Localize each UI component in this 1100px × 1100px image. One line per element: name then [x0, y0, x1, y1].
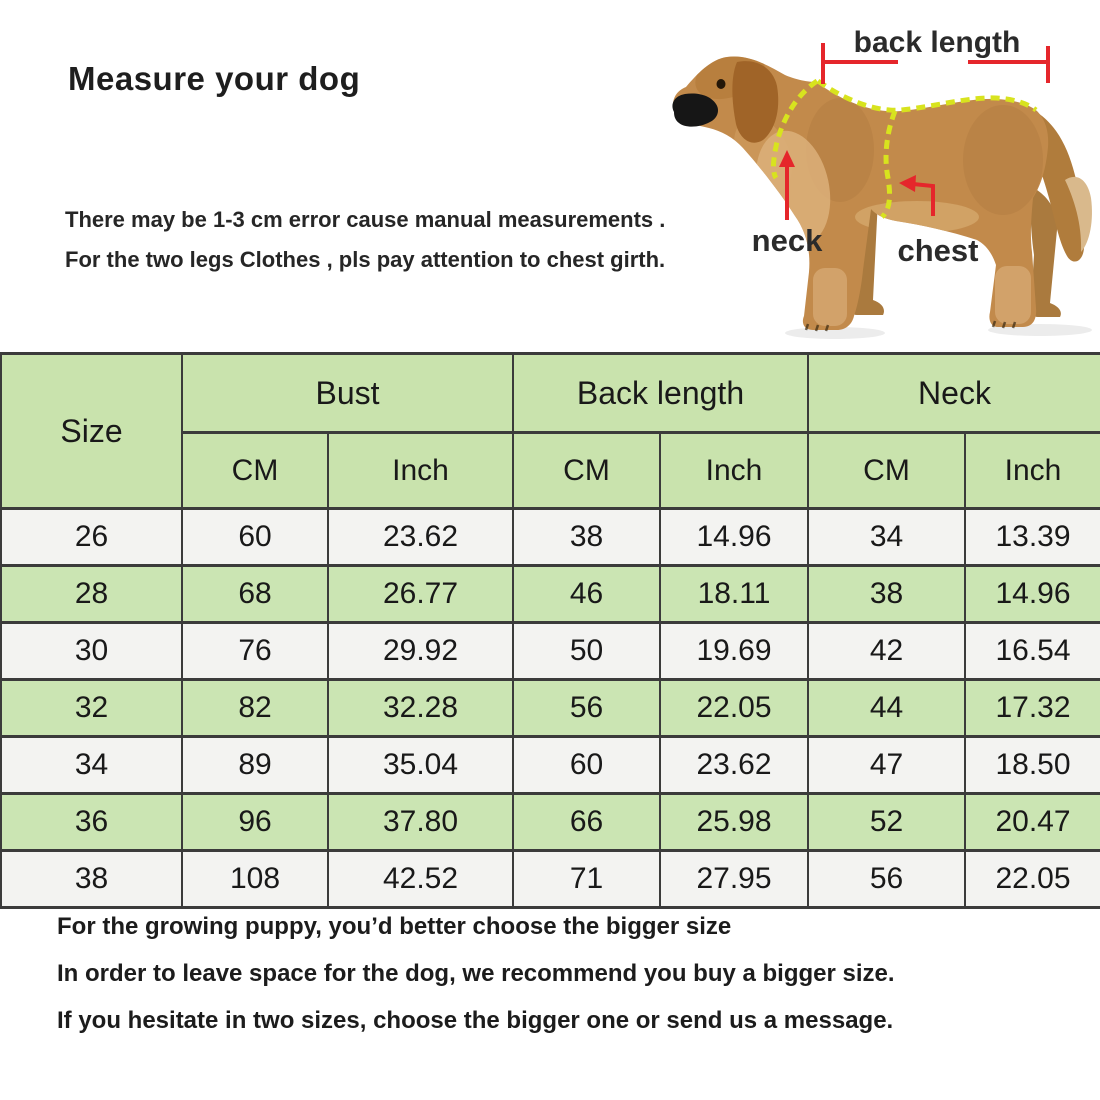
size-column-header: Size [0, 352, 183, 510]
measurement-cell: 96 [181, 792, 329, 852]
measurement-cell: 76 [181, 621, 329, 681]
dog-eye [716, 79, 726, 89]
dog-far-hind-leg [1030, 190, 1061, 317]
unit-header-inch: Inch [659, 431, 809, 510]
measurement-cell: 56 [807, 849, 966, 909]
size-cell: 38 [0, 849, 183, 909]
measurement-cell: 71 [512, 849, 661, 909]
chest-label: chest [898, 233, 979, 268]
measurement-cell: 23.62 [659, 735, 809, 795]
measurement-cell: 52 [807, 792, 966, 852]
measurement-cell: 29.92 [327, 621, 514, 681]
advice-line: For the growing puppy, you’d better choo… [57, 913, 732, 940]
measurement-cell: 16.54 [964, 621, 1100, 681]
table-row: 38 108 42.52 71 27.95 56 22.05 [0, 849, 1100, 909]
measurement-cell: 32.28 [327, 678, 514, 738]
back-length-measure-line [821, 43, 1050, 84]
bust-group-header: Bust [181, 352, 514, 434]
back-length-group-header: Back length [512, 352, 809, 434]
table-group-header-row: Size Bust Back length Neck [0, 352, 1100, 510]
unit-header-cm: CM [807, 431, 966, 510]
measurement-cell: 37.80 [327, 792, 514, 852]
size-cell: 30 [0, 621, 183, 681]
table-row: 26 60 23.62 38 14.96 34 13.39 [0, 507, 1100, 567]
measurement-cell: 56 [512, 678, 661, 738]
neck-group-header: Neck [807, 352, 1100, 434]
table-row: 32 82 32.28 56 22.05 44 17.32 [0, 678, 1100, 738]
measurement-cell: 68 [181, 564, 329, 624]
measurement-cell: 18.11 [659, 564, 809, 624]
table-row: 36 96 37.80 66 25.98 52 20.47 [0, 792, 1100, 852]
table-row: 28 68 26.77 46 18.11 38 14.96 [0, 564, 1100, 624]
dog-tail-feathering [1065, 176, 1092, 252]
size-cell: 34 [0, 735, 183, 795]
size-chart-table: Size Bust Back length Neck CM Inch CM In… [0, 352, 1100, 909]
dog-ear [732, 61, 779, 143]
size-table-body: 26 60 23.62 38 14.96 34 13.39 28 68 26.77 46 18.11 3… [0, 507, 1100, 909]
measurement-cell: 23.62 [327, 507, 514, 567]
measurement-cell: 25.98 [659, 792, 809, 852]
measurement-cell: 14.96 [659, 507, 809, 567]
measurement-cell: 22.05 [659, 678, 809, 738]
dog-toenails [804, 320, 1017, 332]
measurement-cell: 89 [181, 735, 329, 795]
size-cell: 26 [0, 507, 183, 567]
measurement-cell: 44 [807, 678, 966, 738]
unit-header-inch: Inch [327, 431, 514, 510]
measurement-cell: 47 [807, 735, 966, 795]
measurement-cell: 82 [181, 678, 329, 738]
note-line: For the two legs Clothes , pls pay atten… [65, 247, 666, 272]
measurement-cell: 38 [807, 564, 966, 624]
dog-measurement-diagram: back length neck chest [672, 26, 1092, 339]
dog-nose [672, 93, 718, 127]
measurement-cell: 17.32 [964, 678, 1100, 738]
unit-header-cm: CM [512, 431, 661, 510]
table-unit-header-row: CM Inch CM Inch CM Inch [1, 431, 1100, 510]
measurement-cell: 35.04 [327, 735, 514, 795]
measurement-cell: 34 [807, 507, 966, 567]
measurement-cell: 19.69 [659, 621, 809, 681]
note-line: There may be 1-3 cm error cause manual m… [65, 207, 666, 232]
size-advice-notes: For the growing puppy, you’d better choo… [57, 914, 895, 1055]
size-cell: 32 [0, 678, 183, 738]
measurement-cell: 38 [512, 507, 661, 567]
back-dashed-line [816, 78, 1038, 113]
measurement-cell: 26.77 [327, 564, 514, 624]
table-row: 30 76 29.92 50 19.69 42 16.54 [0, 621, 1100, 681]
neck-pointer-arrow [779, 150, 795, 220]
measurement-cell: 27.95 [659, 849, 809, 909]
measurement-cell: 66 [512, 792, 661, 852]
advice-line: In order to leave space for the dog, we … [57, 960, 895, 987]
measurement-cell: 50 [512, 621, 661, 681]
measurement-cell: 20.47 [964, 792, 1100, 852]
measurement-cell: 46 [512, 564, 661, 624]
measurement-cell: 42 [807, 621, 966, 681]
measurement-cell: 18.50 [964, 735, 1100, 795]
table-row: 34 89 35.04 60 23.62 47 18.50 [0, 735, 1100, 795]
measurement-cell: 14.96 [964, 564, 1100, 624]
back-length-label: back length [854, 26, 1021, 59]
neck-label: neck [752, 223, 823, 258]
measurement-cell: 60 [181, 507, 329, 567]
measurement-notes: There may be 1-3 cm error cause manual m… [65, 200, 665, 280]
size-cell: 36 [0, 792, 183, 852]
chest-pointer-arrow [899, 175, 935, 216]
unit-header-inch: Inch [964, 431, 1100, 510]
chest-girth-dashed-line [880, 110, 898, 219]
measurement-cell: 60 [512, 735, 661, 795]
ground-shadow [785, 327, 885, 339]
measurement-cell: 13.39 [964, 507, 1100, 567]
measurement-cell: 108 [181, 849, 329, 909]
page-title: Measure your dog [68, 60, 361, 97]
neck-girth-dashed-line [771, 78, 819, 180]
measurement-cell: 42.52 [327, 849, 514, 909]
size-cell: 28 [0, 564, 183, 624]
unit-header-cm: CM [181, 431, 329, 510]
measurement-cell: 22.05 [964, 849, 1100, 909]
advice-line: If you hesitate in two sizes, choose the… [57, 1007, 894, 1034]
